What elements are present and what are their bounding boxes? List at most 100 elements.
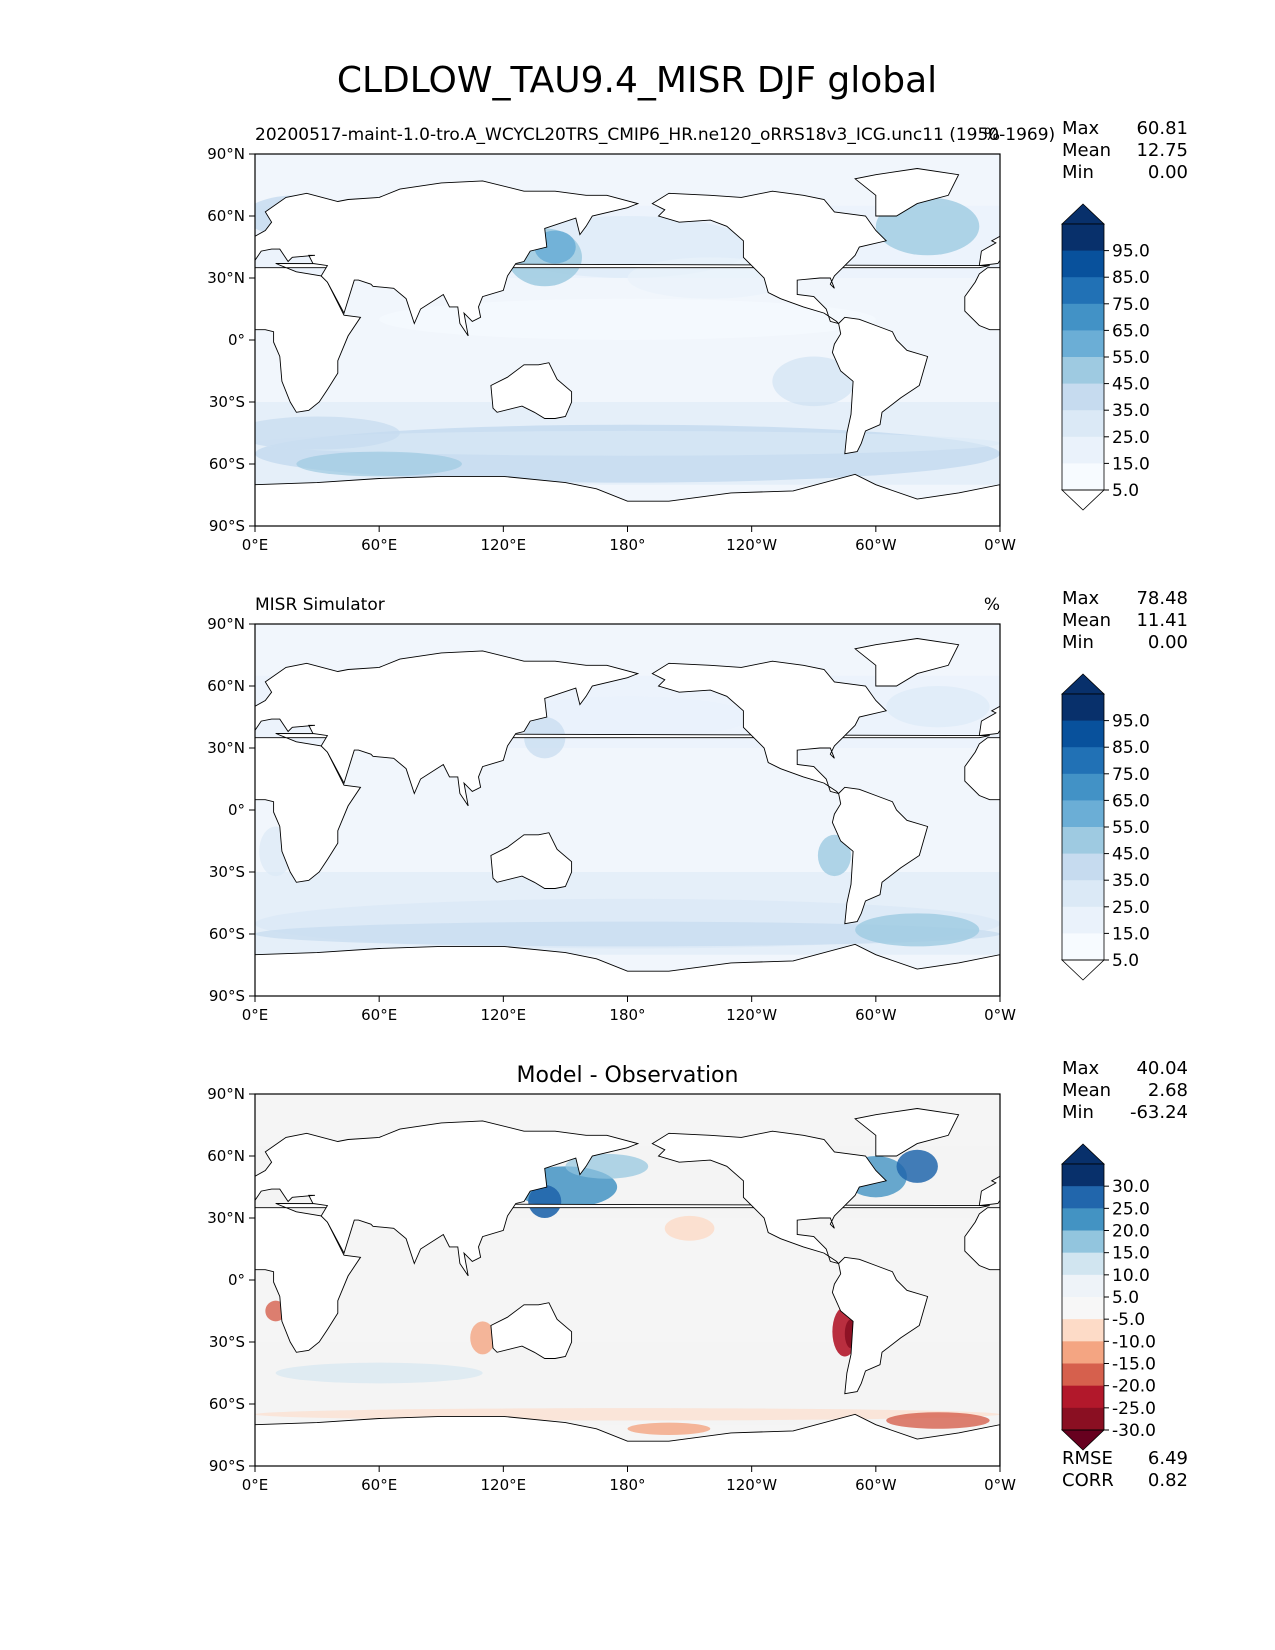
panel-obs-colorbar-label-3: 65.0 — [1112, 791, 1150, 811]
panel-model-field-11 — [255, 416, 400, 450]
panel-diff-colorbar-label-5: 5.0 — [1112, 1288, 1139, 1308]
panel-model-colorbar-label-7: 25.0 — [1112, 428, 1150, 448]
panel-model-x-tick-label-3: 180° — [609, 536, 645, 554]
panel-diff-colorbar-label-3: 15.0 — [1112, 1244, 1150, 1264]
panel-obs-y-tick-label-1: 60°N — [207, 677, 245, 695]
panel-obs-y-tick-label-3: 0° — [228, 801, 245, 819]
panel-model-y-tick-label-0: 90°N — [207, 145, 245, 163]
panel-diff-colorbar-swatch-1 — [1062, 1186, 1104, 1209]
eurasia-outline-wrap — [978, 1175, 1000, 1207]
panel-diff-colorbar-label-1: 25.0 — [1112, 1199, 1150, 1219]
north-america-outline — [651, 190, 888, 325]
panel-diff-field-4 — [896, 1149, 938, 1183]
panel-diff-y-tick-label-2: 30°N — [207, 1209, 245, 1227]
panel-model-x-tick-label-4: 120°W — [726, 536, 777, 554]
panel-diff-stat-label-1: Mean — [1062, 1080, 1111, 1101]
panel-obs-y-tick-label-4: 30°S — [209, 863, 245, 881]
panel-model-colorbar-swatch-0 — [1062, 224, 1104, 252]
panel-diff-colorbar-swatch-9 — [1062, 1363, 1104, 1387]
panel-obs-colorbar-label-8: 15.0 — [1112, 924, 1150, 944]
panel-obs-colorbar-label-1: 85.0 — [1112, 738, 1150, 758]
panel-model-x-tick-label-5: 60°W — [855, 536, 897, 554]
panel-model-stat-value-0: 60.81 — [1136, 118, 1188, 139]
panel-obs-colorbar-extend-top — [1061, 673, 1105, 695]
panel-model-colorbar-label-6: 35.0 — [1112, 401, 1150, 421]
panel-diff-x-tick-label-0: 0°E — [242, 1476, 269, 1494]
panel-diff-field-12 — [275, 1362, 483, 1384]
panel-model-colorbar-label-1: 85.0 — [1112, 268, 1150, 288]
panel-obs-colorbar-extend-bottom — [1061, 959, 1105, 981]
panel-diff-x-tick-label-2: 120°E — [481, 1476, 527, 1494]
panel-obs-field-1 — [255, 921, 1000, 947]
panel-obs-left-title: MISR Simulator — [255, 595, 385, 615]
africa-outline-wrap — [964, 267, 1000, 331]
panel-diff-stat-value-0: 40.04 — [1136, 1058, 1188, 1079]
panel-obs-x-tick-label-4: 120°W — [726, 1006, 777, 1024]
panel-diff-map — [255, 1094, 1000, 1466]
south-america-outline — [831, 786, 929, 925]
panel-diff-x-tick-label-1: 60°E — [361, 1476, 397, 1494]
panel-obs-stat-value-0: 78.48 — [1136, 588, 1188, 609]
panel-model-stat-value-1: 12.75 — [1136, 140, 1188, 161]
panel-diff-field-10 — [886, 1412, 990, 1429]
australia-outline — [490, 362, 573, 419]
panel-obs-colorbar-label-4: 55.0 — [1112, 818, 1150, 838]
australia-outline — [490, 1302, 573, 1359]
panel-obs-x-tick-label-1: 60°E — [361, 1006, 397, 1024]
panel-diff-colorbar-swatch-3 — [1062, 1230, 1104, 1254]
panel-diff-colorbar-swatch-7 — [1062, 1319, 1104, 1342]
panel-obs-colorbar-label-6: 35.0 — [1112, 871, 1150, 891]
panel-model-field-10 — [379, 298, 876, 341]
panel-obs-colorbar-swatch-7 — [1062, 880, 1104, 908]
panel-model-x-tick-label-6: 0°W — [984, 536, 1016, 554]
panel-model-stat-value-2: 0.00 — [1148, 162, 1188, 183]
panel-diff-colorbar-label-6: -5.0 — [1112, 1310, 1145, 1330]
panel-obs-stat-value-1: 11.41 — [1136, 610, 1188, 631]
panel-obs-colorbar-swatch-5 — [1062, 827, 1104, 855]
panel-model: 20200517-maint-1.0-tro.A_WCYCL20TRS_CMIP… — [207, 118, 1188, 554]
panel-model-x-tick-label-1: 60°E — [361, 536, 397, 554]
panel-diff-y-tick-label-4: 30°S — [209, 1333, 245, 1351]
panel-obs-field-5 — [886, 686, 990, 728]
panel-diff-colorbar-label-8: -15.0 — [1112, 1355, 1156, 1375]
panel-obs-colorbar-label-0: 95.0 — [1112, 712, 1150, 732]
eurasia-outline — [255, 180, 640, 337]
panel-obs-colorbar-swatch-1 — [1062, 720, 1104, 748]
panel-obs-colorbar-swatch-8 — [1062, 906, 1104, 934]
panel-model-y-tick-label-4: 30°S — [209, 393, 245, 411]
panel-diff-center-title: Model - Observation — [517, 1063, 739, 1088]
panel-diff-x-tick-label-4: 120°W — [726, 1476, 777, 1494]
panel-obs-y-tick-label-6: 90°S — [209, 987, 245, 1005]
panel-model-y-tick-label-6: 90°S — [209, 517, 245, 535]
panel-model-colorbar-swatch-2 — [1062, 277, 1104, 305]
eurasia-outline — [255, 1120, 640, 1277]
panel-obs-colorbar-swatch-9 — [1062, 933, 1104, 961]
panel-diff-x-tick-label-6: 0°W — [984, 1476, 1016, 1494]
panel-diff-colorbar-label-0: 30.0 — [1112, 1177, 1150, 1197]
panel-model-colorbar-extend-top — [1061, 203, 1105, 225]
panel-diff-metric-label-1: CORR — [1062, 1470, 1114, 1491]
panel-obs-x-tick-label-3: 180° — [609, 1006, 645, 1024]
panel-model-left-title: 20200517-maint-1.0-tro.A_WCYCL20TRS_CMIP… — [255, 125, 1055, 145]
panel-model-y-tick-label-2: 30°N — [207, 269, 245, 287]
panel-diff-colorbar-swatch-11 — [1062, 1407, 1104, 1431]
panel-model-colorbar-label-0: 95.0 — [1112, 242, 1150, 262]
panel-obs-y-tick-label-0: 90°N — [207, 615, 245, 633]
panel-diff-colorbar-label-9: -20.0 — [1112, 1377, 1156, 1397]
panel-model-colorbar-swatch-3 — [1062, 303, 1104, 331]
north-america-outline — [651, 660, 888, 795]
figure-title: CLDLOW_TAU9.4_MISR DJF global — [337, 60, 937, 101]
panel-obs-field-4 — [503, 696, 752, 738]
south-america-outline — [831, 1256, 929, 1395]
panel-model-colorbar-swatch-9 — [1062, 463, 1104, 491]
panel-obs: MISR Simulator % 0°E 60°E 120°E 180° 120°W 60°W… — [207, 588, 1188, 1024]
panel-diff-colorbar-swatch-4 — [1062, 1252, 1104, 1276]
africa-outline-wrap — [964, 1207, 1000, 1271]
greenland-outline — [854, 638, 960, 687]
panel-model-colorbar-swatch-4 — [1062, 330, 1104, 358]
north-america-outline — [651, 1130, 888, 1265]
panel-model-stat-label-1: Mean — [1062, 140, 1111, 161]
panel-obs-colorbar-swatch-6 — [1062, 853, 1104, 881]
panel-obs-colorbar-label-7: 25.0 — [1112, 898, 1150, 918]
